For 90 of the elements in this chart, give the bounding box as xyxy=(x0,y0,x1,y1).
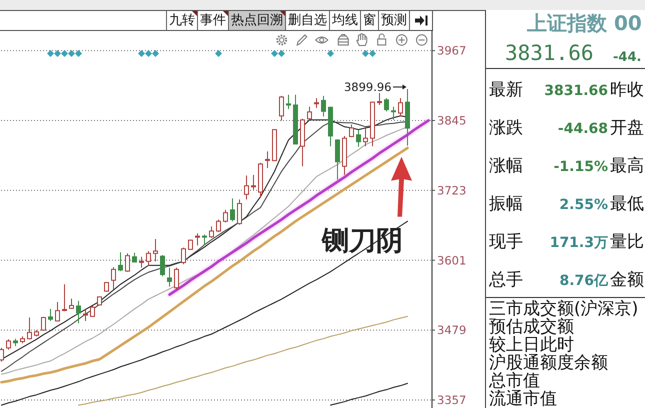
candlestick xyxy=(251,174,256,190)
y-tick-label: 3601 xyxy=(437,253,466,268)
candlestick xyxy=(230,198,235,222)
y-tick-label: 3357 xyxy=(437,393,466,408)
tab-button: 事件 xyxy=(197,11,228,30)
candlestick xyxy=(398,98,403,117)
line-series xyxy=(168,119,430,296)
line-series xyxy=(330,382,408,406)
text: -44.68 xyxy=(558,121,608,137)
candlestick xyxy=(244,174,249,200)
candlestick xyxy=(48,308,53,322)
candlestick xyxy=(356,129,361,148)
text: 沪股通额度余额 xyxy=(489,352,608,372)
candlestick xyxy=(384,98,389,112)
candlestick xyxy=(223,209,228,223)
text: 总手 xyxy=(489,270,523,290)
candlestick xyxy=(209,226,214,238)
candlestick xyxy=(335,138,340,180)
candlestick xyxy=(6,338,11,350)
candlestick xyxy=(202,234,207,246)
candlestick xyxy=(174,267,179,290)
text: -44. xyxy=(613,50,642,65)
candlestick xyxy=(216,219,221,233)
text: 预估成交额 xyxy=(489,316,574,336)
candlestick xyxy=(90,306,95,318)
y-tick-label: 3967 xyxy=(437,44,466,58)
text: 3831.66 xyxy=(505,41,594,65)
candlestick xyxy=(55,302,60,322)
y-tick-label: 3479 xyxy=(437,323,466,338)
text: 8.76亿 xyxy=(559,273,608,289)
candlestick xyxy=(76,300,81,324)
candlestick xyxy=(69,298,74,310)
candlestick xyxy=(41,316,46,331)
annotation: 3899.96 xyxy=(344,80,392,94)
text: 流通市值 xyxy=(489,388,557,408)
text: 涨幅 xyxy=(489,156,523,176)
candlestick xyxy=(188,239,193,250)
text: 最高 xyxy=(610,156,644,176)
text: 3831.66 xyxy=(544,83,608,99)
candlestick xyxy=(146,250,151,266)
candlestick xyxy=(139,256,144,268)
text: 总市值 xyxy=(489,370,540,390)
text: 金额 xyxy=(610,270,644,290)
tab-button: 窗 xyxy=(360,11,378,30)
candlestick xyxy=(265,150,270,169)
tab-button: 删自选 xyxy=(285,11,329,30)
text: 三市成交额(沪深京) xyxy=(489,298,638,318)
candlestick xyxy=(195,232,200,246)
candlestick xyxy=(153,238,158,262)
candlestick xyxy=(286,94,291,110)
candlestick xyxy=(237,199,242,226)
text: 最新 xyxy=(489,80,523,100)
tab-button: 预测 xyxy=(378,11,409,30)
text: -1.15% xyxy=(554,159,608,175)
text: 上证指数 00 xyxy=(527,11,642,35)
text: 2.55% xyxy=(559,197,608,213)
candlestick xyxy=(125,252,130,272)
tab-button: 均线 xyxy=(329,11,360,30)
candlestick xyxy=(83,308,88,322)
text: 振幅 xyxy=(489,194,523,214)
text: 较上日此时 xyxy=(489,334,574,354)
candlestick xyxy=(62,284,67,312)
y-tick-label: 3845 xyxy=(437,114,466,128)
candlestick xyxy=(314,98,319,108)
text: 开盘 xyxy=(610,118,644,138)
text: 昨收 xyxy=(610,80,644,100)
candlestick xyxy=(307,106,312,120)
y-tick-label: 3723 xyxy=(437,183,466,198)
candlestick xyxy=(118,252,123,272)
tab-button: 热点回溯 xyxy=(228,11,285,30)
text: 量比 xyxy=(610,232,644,252)
candlestick xyxy=(363,127,368,147)
line-series xyxy=(1,220,408,406)
candlestick xyxy=(160,254,165,277)
candlestick xyxy=(167,267,172,288)
candlestick xyxy=(349,124,354,138)
candlestick xyxy=(27,317,32,340)
candlestick xyxy=(279,95,284,121)
text: 171.3万 xyxy=(550,235,608,251)
annotation: 铡刀阴 xyxy=(321,226,403,257)
text: 涨跌 xyxy=(489,118,523,138)
candlestick xyxy=(321,95,326,117)
line-series xyxy=(78,316,408,406)
text: 现手 xyxy=(489,232,523,252)
candlestick xyxy=(391,106,396,120)
text: 最低 xyxy=(610,194,644,214)
candlestick xyxy=(377,92,382,106)
tab-button: 九转 xyxy=(166,11,197,30)
candlestick xyxy=(181,247,186,265)
candlestick xyxy=(111,266,116,290)
